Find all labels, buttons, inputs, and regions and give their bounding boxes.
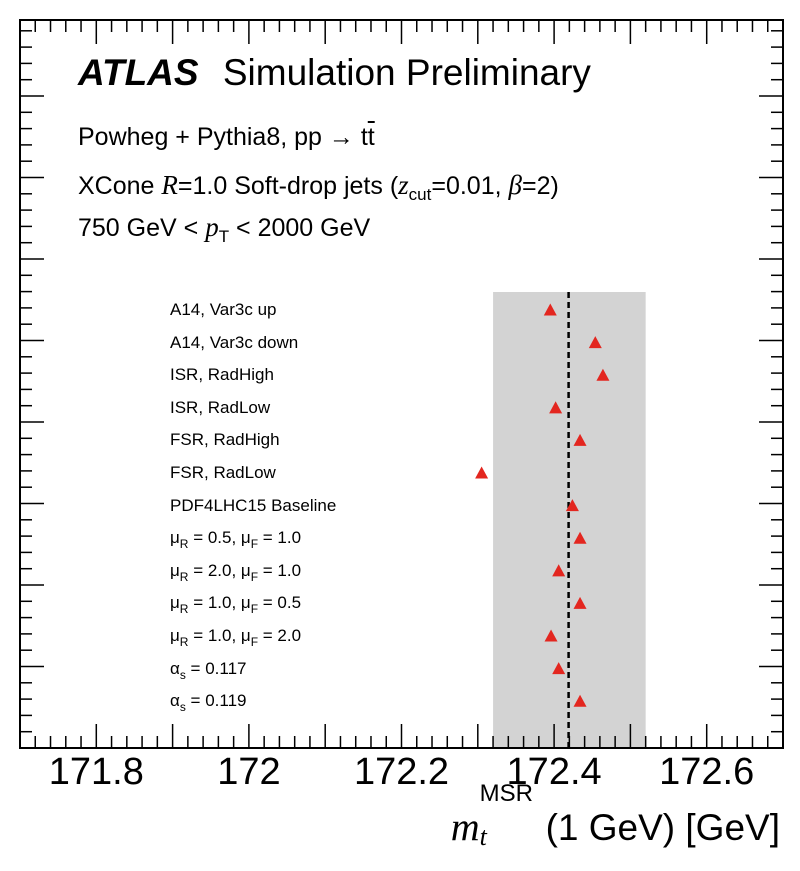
x-tick-label: 172.2 <box>353 751 450 793</box>
info-jets-end: =2) <box>521 172 559 200</box>
marker-triangle <box>549 401 563 414</box>
x-axis-label-rest: (1 GeV) [GeV] <box>545 807 780 848</box>
variation-label: ISR, RadLow <box>170 397 271 417</box>
variation-label: A14, Var3c up <box>170 300 277 319</box>
marker-triangle <box>573 694 587 707</box>
axis-ticks <box>19 20 784 749</box>
x-tick-label: 172.4 <box>506 751 602 793</box>
marker-triangle <box>552 564 566 577</box>
info-jets-zval: =0.01, <box>431 172 509 200</box>
variation-label: μR = 1.0, μF = 0.5 <box>170 593 302 617</box>
plot-frame <box>19 19 784 749</box>
x-axis-label-scripts: MSR t <box>480 780 546 851</box>
marker-triangle <box>588 336 602 349</box>
x-axis-label-sub: t <box>479 822 487 851</box>
variation-label: αs = 0.117 <box>170 658 247 682</box>
info-pt-sub: T <box>218 227 230 246</box>
marker-triangle <box>573 433 587 446</box>
x-axis-label-m: m <box>450 804 480 849</box>
info-pt: 750 GeV < pT < 2000 GeV <box>78 212 371 246</box>
marker-triangle <box>552 662 566 675</box>
info-jets-z: z <box>398 170 409 200</box>
variation-label: μR = 1.0, μF = 2.0 <box>170 626 302 649</box>
variation-label: ISR, RadHigh <box>170 365 274 385</box>
info-tbar: t <box>367 123 375 151</box>
info-jets-beta: β <box>508 170 522 200</box>
marker-triangle <box>544 629 558 642</box>
x-tick-label: 172 <box>217 751 281 793</box>
marker-triangle <box>573 531 587 544</box>
atlas-logo: ATLAS <box>78 52 199 93</box>
x-axis-label-sup: MSR <box>479 780 533 807</box>
info-jets-mid: =1.0 Soft-drop jets ( <box>177 172 399 200</box>
marker-triangle <box>565 499 579 512</box>
chart-title: Simulation Preliminary <box>222 52 591 93</box>
chart-header: ATLAS Simulation Preliminary <box>78 52 591 94</box>
info-jets-zsub: cut <box>408 185 432 204</box>
x-tick-label: 172.6 <box>659 751 755 793</box>
info-jets-r: R <box>161 170 178 200</box>
variation-label: PDF4LHC15 Baseline <box>170 495 337 515</box>
variation-label: μR = 2.0, μF = 1.0 <box>170 560 302 584</box>
variation-label: μR = 0.5, μF = 1.0 <box>170 528 302 552</box>
x-tick-label: 171.8 <box>48 751 144 793</box>
marker-triangle <box>543 303 557 316</box>
info-generator: Powheg + Pythia8, pp → tt <box>78 123 375 152</box>
info-jets-pre: XCone <box>78 172 162 200</box>
marker-triangle <box>596 368 610 381</box>
marker-triangle <box>475 466 489 479</box>
variation-label: αs = 0.119 <box>170 691 247 715</box>
variation-label: FSR, RadLow <box>170 463 276 482</box>
x-axis-label: m MSR t (1 GeV) [GeV] <box>450 780 780 851</box>
info-pt-pre: 750 GeV < <box>78 214 206 242</box>
marker-triangle <box>573 596 587 609</box>
info-pt-p: p <box>205 212 219 242</box>
info-pt-end: < 2000 GeV <box>229 214 371 242</box>
variation-label: FSR, RadHigh <box>170 430 280 450</box>
markers <box>475 303 610 707</box>
info-jets: XCone R=1.0 Soft-drop jets (zcut=0.01, β… <box>78 170 559 205</box>
info-generator-text: Powheg + Pythia8, pp → t <box>78 123 368 151</box>
variation-label: A14, Var3c down <box>170 332 299 352</box>
uncertainty-band <box>493 292 646 748</box>
